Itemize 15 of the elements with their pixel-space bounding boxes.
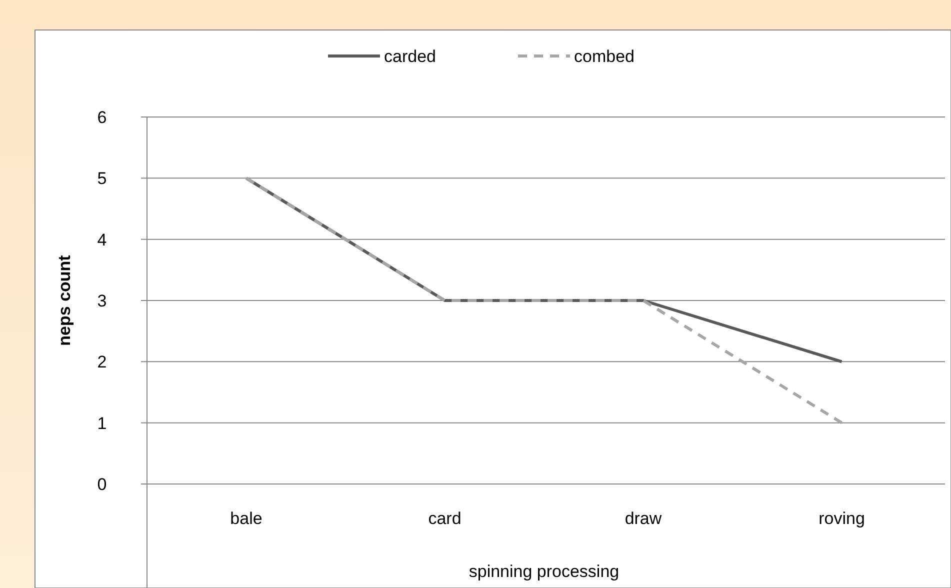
legend-label: combed: [574, 47, 634, 66]
y-tick-label: 6: [97, 108, 107, 127]
x-tick-label: bale: [230, 509, 262, 528]
y-tick-label: 0: [97, 475, 107, 494]
y-tick-label: 4: [97, 230, 107, 250]
y-tick-label: 3: [97, 292, 107, 310]
y-tick-label: 5: [97, 169, 107, 188]
y-axis-title: neps count: [55, 254, 74, 346]
x-tick-label: card: [428, 509, 462, 528]
x-tick-label: draw: [624, 509, 662, 528]
x-tick-label: roving: [818, 509, 865, 528]
x-axis-title: spinning processing: [468, 562, 620, 581]
legend-label: carded: [384, 47, 436, 66]
y-tick-label: 2: [97, 352, 107, 372]
y-tick-label: 1: [97, 414, 107, 433]
